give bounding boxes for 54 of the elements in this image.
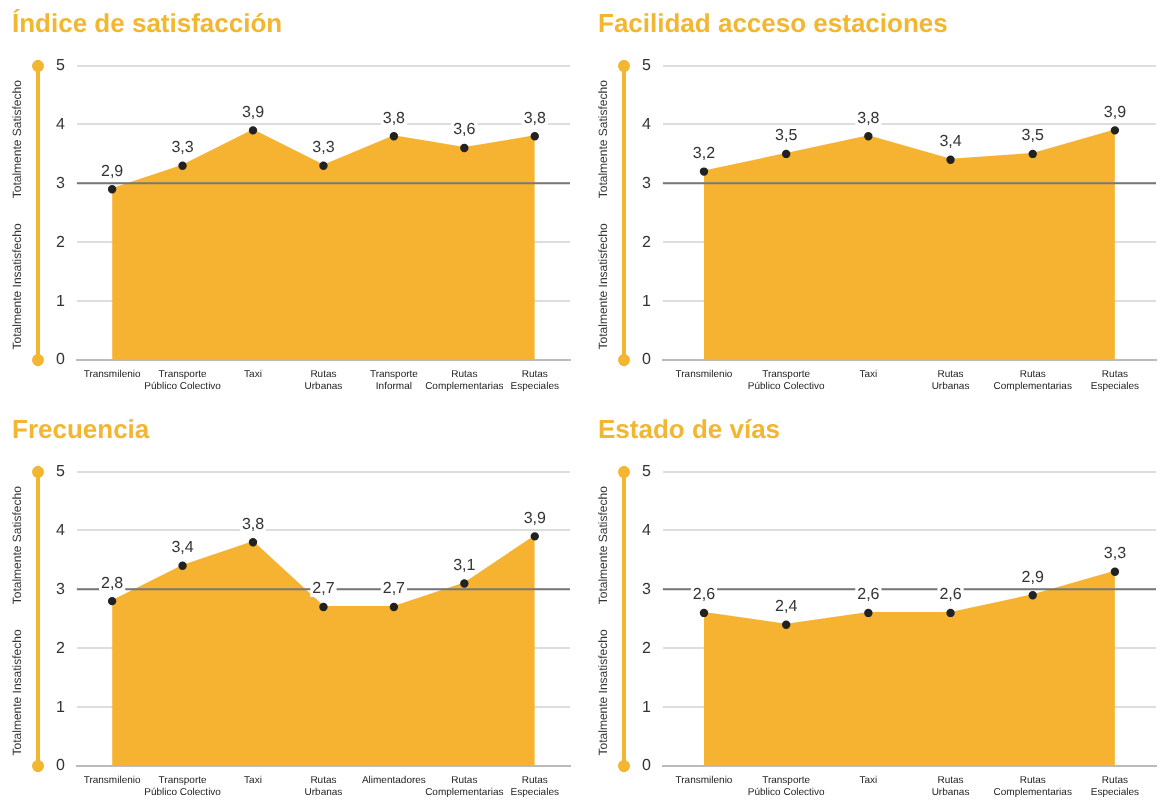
data-label: 3,3 [171, 138, 195, 157]
data-label: 3,3 [1103, 544, 1128, 563]
y-tick-label: 2 [55, 232, 66, 251]
data-label: 3,9 [1103, 102, 1128, 121]
y-tick-label: 5 [641, 56, 652, 75]
data-label: 2,6 [692, 585, 717, 604]
y-tick-label: 0 [641, 756, 652, 775]
data-label: 3,9 [241, 102, 266, 121]
y-tick-label: 1 [641, 291, 652, 310]
y-tick-label: 3 [55, 173, 66, 192]
y-tick-label: 1 [641, 697, 652, 716]
y-tick-label: 0 [641, 350, 652, 369]
y-tick-label: 4 [641, 114, 652, 133]
data-label: 3,3 [312, 138, 336, 157]
data-label: 2,6 [857, 585, 881, 604]
y-tick-label: 5 [55, 462, 66, 481]
data-label: 3,4 [171, 538, 195, 557]
data-label: 3,1 [453, 555, 477, 574]
y-tick-label: 4 [641, 520, 652, 539]
data-label: 3,8 [241, 514, 266, 533]
data-label: 2,7 [312, 579, 336, 598]
data-label: 2,9 [100, 161, 125, 180]
y-tick-label: 1 [55, 697, 66, 716]
data-label: 3,6 [453, 120, 477, 139]
data-label: 3,5 [1021, 126, 1045, 145]
data-label: 2,7 [382, 579, 407, 598]
data-label: 2,6 [939, 585, 963, 604]
y-tick-label: 0 [55, 756, 66, 775]
data-label: 2,8 [100, 573, 125, 592]
y-tick-label: 2 [641, 638, 652, 657]
y-tick-label: 4 [55, 520, 66, 539]
y-tick-label: 5 [641, 462, 652, 481]
y-tick-label: 1 [55, 291, 66, 310]
y-tick-label: 3 [641, 173, 652, 192]
data-label: 3,5 [775, 126, 799, 145]
data-label: 3,8 [857, 108, 881, 127]
chart-title: Facilidad acceso estaciones [598, 8, 948, 38]
y-tick-label: 5 [55, 56, 66, 75]
y-tick-label: 4 [55, 114, 66, 133]
data-label: 3,8 [523, 108, 547, 127]
data-label: 3,4 [939, 132, 963, 151]
data-label: 3,9 [523, 508, 547, 527]
data-label: 2,9 [1021, 567, 1045, 586]
chart-title: Frecuencia [12, 414, 150, 444]
chart-title: Índice de satisfacción [12, 8, 283, 38]
data-label: 2,4 [775, 597, 799, 616]
chart-title: Estado de vías [598, 414, 781, 444]
y-tick-label: 2 [641, 232, 652, 251]
y-tick-label: 0 [55, 350, 66, 369]
y-tick-label: 2 [55, 638, 66, 657]
y-tick-label: 3 [55, 579, 66, 598]
data-label: 3,2 [692, 143, 717, 162]
y-tick-label: 3 [641, 579, 652, 598]
data-label: 3,8 [382, 108, 407, 127]
